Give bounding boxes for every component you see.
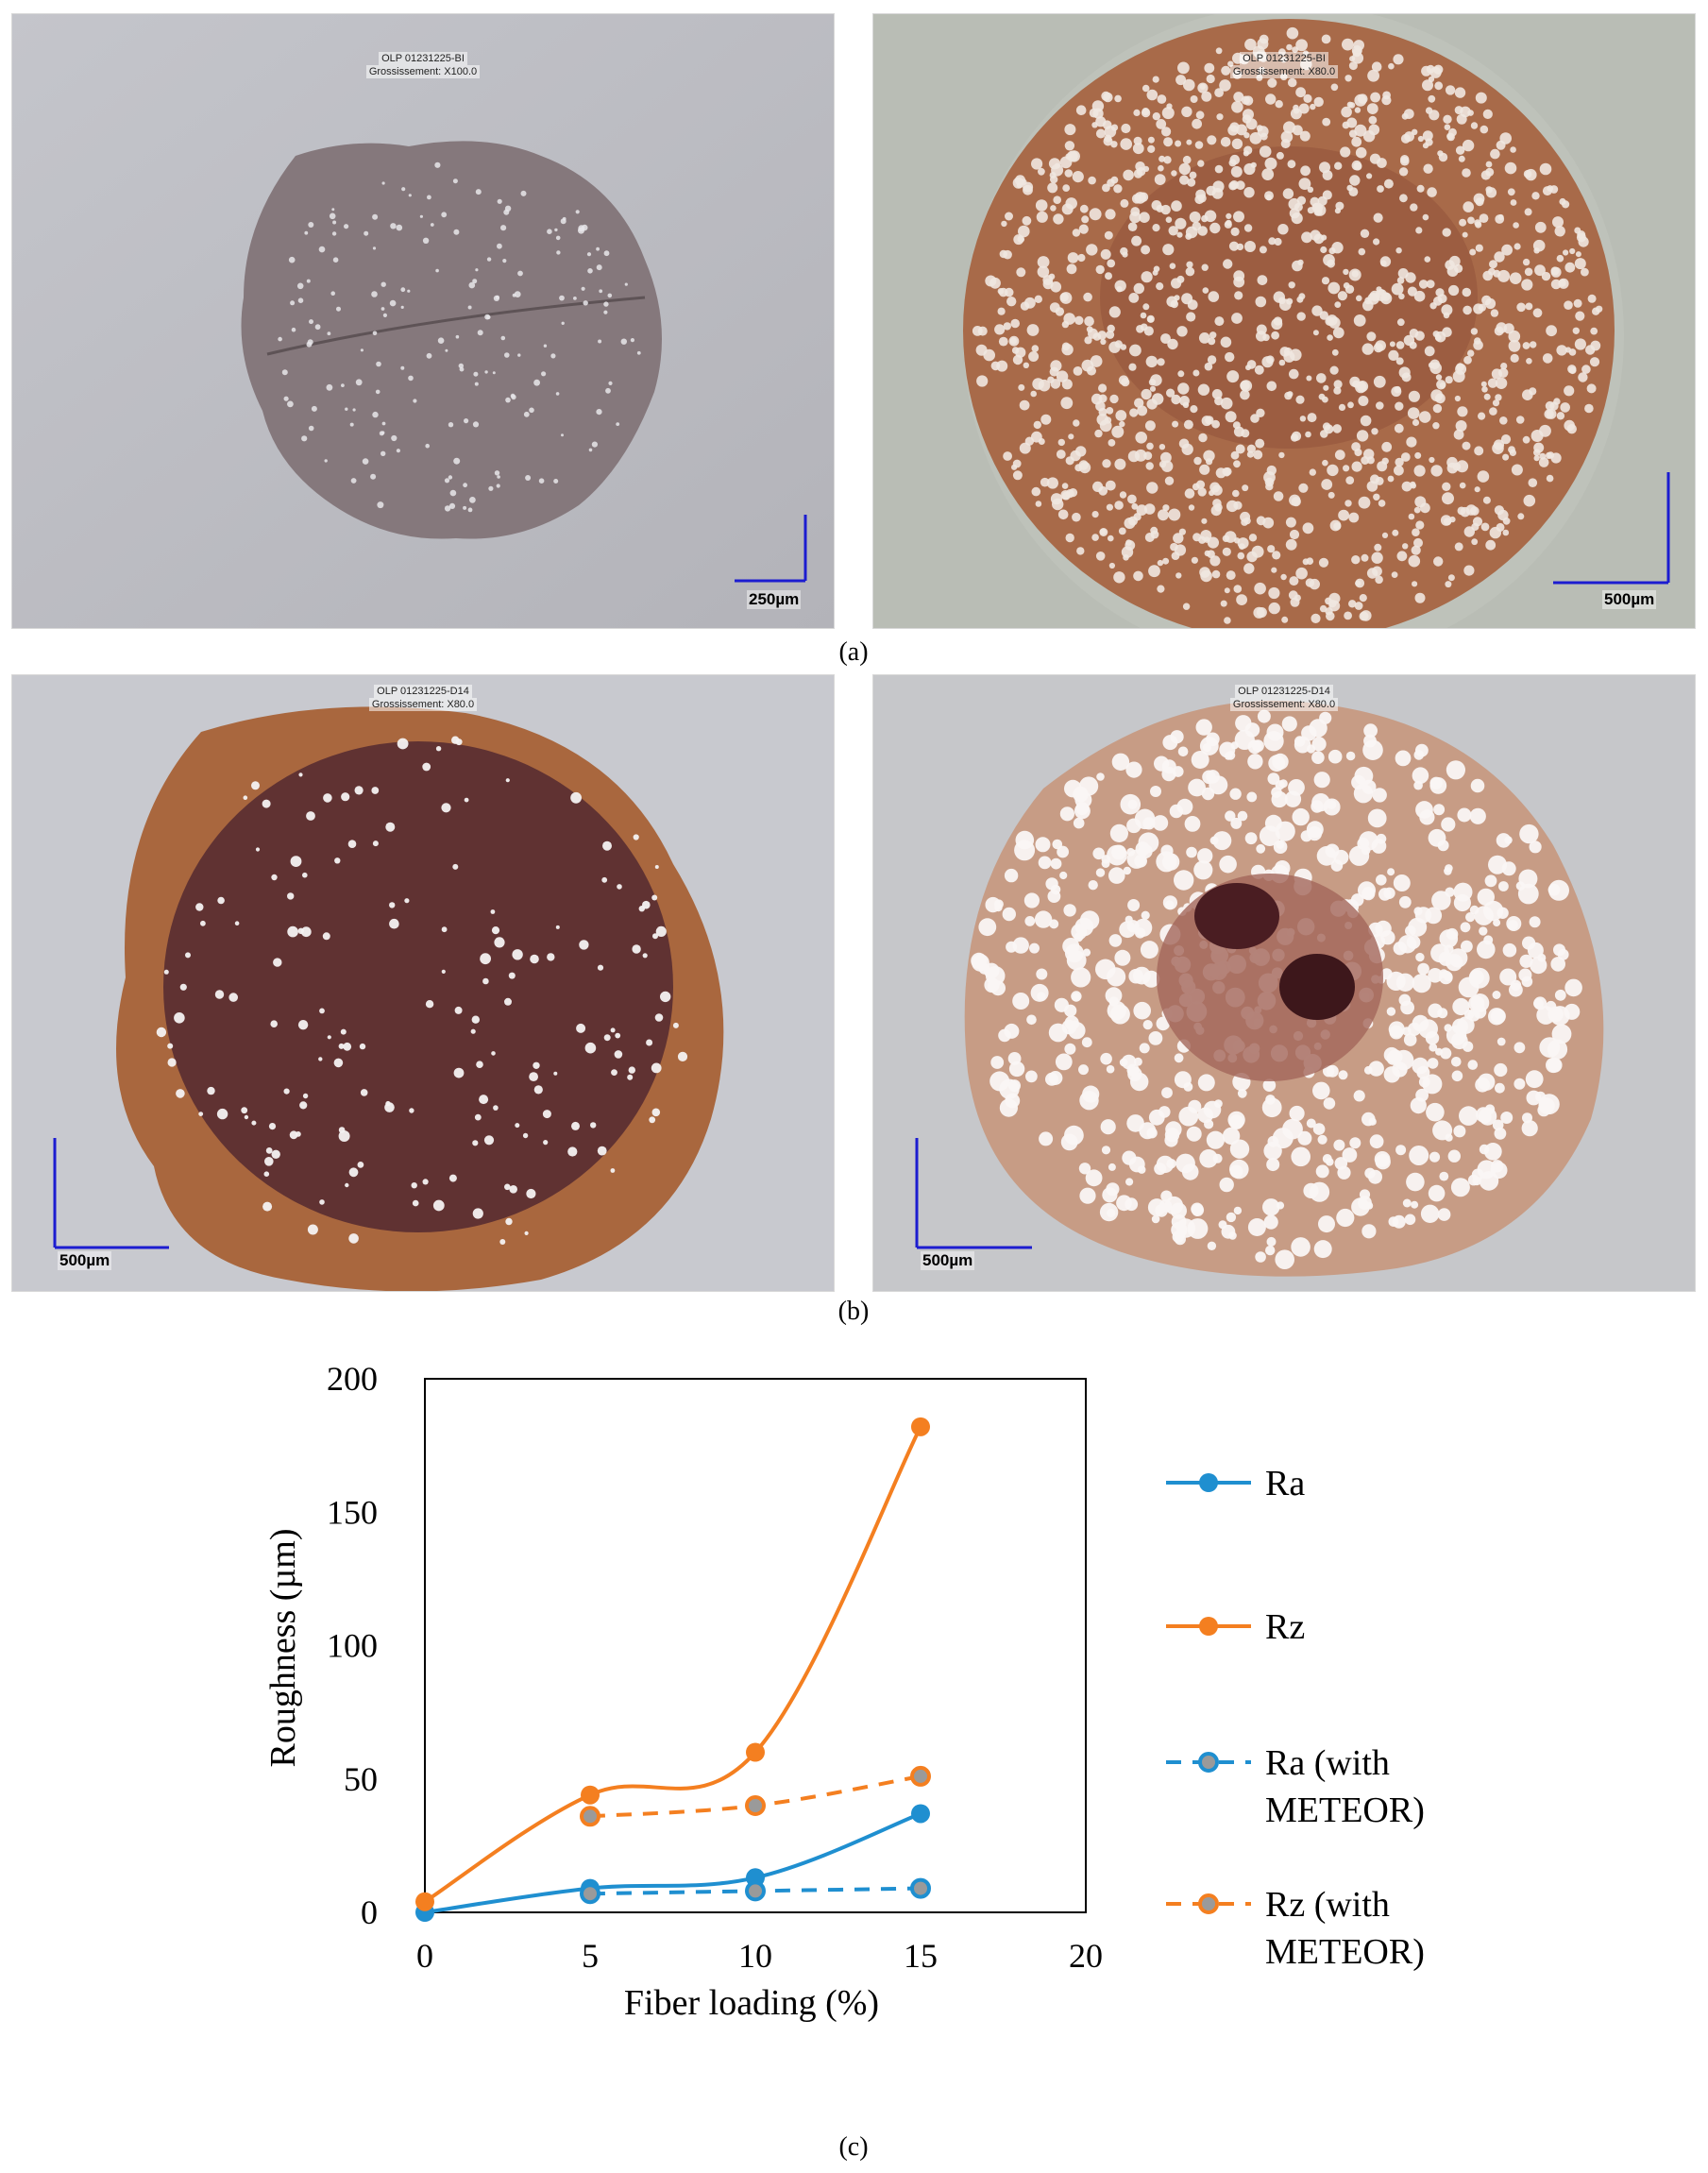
x-tick-label: 0 xyxy=(416,1937,433,1975)
x-tick-label: 15 xyxy=(904,1937,938,1975)
series-point-0 xyxy=(911,1804,930,1824)
x-tick-label: 10 xyxy=(738,1937,772,1975)
series-line-1 xyxy=(423,1425,922,1904)
micrograph-a-right-caption: OLP 01231225-BI Grossissement: X80.0 xyxy=(873,52,1695,78)
micrograph-b-right-caption: OLP 01231225-D14 Grossissement: X80.0 xyxy=(873,685,1695,711)
micrograph-b-left-caption: OLP 01231225-D14 Grossissement: X80.0 xyxy=(12,685,834,711)
series-point-2 xyxy=(745,1880,766,1902)
legend-marker-0 xyxy=(1199,1473,1218,1492)
caption-line1: OLP 01231225-BI xyxy=(379,52,467,65)
caption-line2: Grossissement: X80.0 xyxy=(1229,698,1339,711)
legend-label-2-line1: Ra (with xyxy=(1265,1743,1390,1783)
panel-label-b: (b) xyxy=(837,1297,870,1326)
micrograph-b-right: OLP 01231225-D14 Grossissement: X80.0 50… xyxy=(872,674,1696,1292)
series-point-1 xyxy=(911,1417,930,1436)
legend-label-3-line1: Rz (with xyxy=(1265,1885,1390,1925)
caption-line1: OLP 01231225-BI xyxy=(1240,52,1328,65)
caption-line1: OLP 01231225-D14 xyxy=(374,685,472,698)
legend-label-1: Rz xyxy=(1265,1607,1305,1647)
x-tick-label: 5 xyxy=(582,1937,599,1975)
x-axis-label: Fiber loading (%) xyxy=(624,1983,879,2023)
caption-line2: Grossissement: X100.0 xyxy=(365,65,481,78)
scale-bar-label: 250µm xyxy=(747,590,802,609)
micrograph-a-right-drawing xyxy=(873,14,1695,628)
scale-bar-label: 500µm xyxy=(58,1251,112,1270)
scale-bar-label: 500µm xyxy=(921,1251,975,1270)
y-tick-label: 0 xyxy=(361,1893,378,1931)
series-point-1 xyxy=(746,1742,765,1762)
legend-marker-3 xyxy=(1198,1893,1219,1914)
caption-line2: Grossissement: X80.0 xyxy=(368,698,478,711)
legend-label-0: Ra xyxy=(1265,1464,1305,1503)
y-tick-label: 150 xyxy=(327,1493,378,1531)
micrograph-b-left: OLP 01231225-D14 Grossissement: X80.0 50… xyxy=(11,674,835,1292)
legend-label-2-line2: METEOR) xyxy=(1265,1791,1425,1830)
plot-area-frame xyxy=(424,1378,1087,1913)
series-point-2 xyxy=(910,1877,931,1899)
series-point-3 xyxy=(910,1765,931,1787)
series-point-3 xyxy=(745,1795,766,1816)
series-point-1 xyxy=(415,1892,434,1911)
micrograph-b-right-drawing xyxy=(873,675,1695,1291)
micrograph-a-left: OLP 01231225-BI Grossissement: X100.0 25… xyxy=(11,13,835,629)
y-tick-label: 100 xyxy=(327,1627,378,1665)
legend-marker-2 xyxy=(1198,1752,1219,1773)
series-point-2 xyxy=(580,1883,600,1905)
series-point-1 xyxy=(581,1785,600,1805)
micrograph-b-left-drawing xyxy=(12,675,834,1291)
y-tick-label: 200 xyxy=(327,1360,378,1398)
y-tick-label: 50 xyxy=(344,1760,378,1798)
caption-line2: Grossissement: X80.0 xyxy=(1229,65,1339,78)
micrograph-a-left-drawing xyxy=(12,14,834,628)
panel-label-a: (a) xyxy=(838,637,869,667)
y-axis-label: Roughness (µm) xyxy=(263,1528,303,1767)
x-tick-label: 20 xyxy=(1069,1937,1103,1975)
legend-marker-1 xyxy=(1199,1617,1218,1636)
panel-label-c: (c) xyxy=(838,2132,869,2162)
series-line-0 xyxy=(424,1811,922,1914)
legend-label-3-line2: METEOR) xyxy=(1265,1932,1425,1972)
caption-line1: OLP 01231225-D14 xyxy=(1235,685,1333,698)
series-point-3 xyxy=(580,1806,600,1827)
scale-bar-label: 500µm xyxy=(1602,590,1657,609)
micrograph-a-right: OLP 01231225-BI Grossissement: X80.0 500… xyxy=(872,13,1696,629)
micrograph-a-left-caption: OLP 01231225-BI Grossissement: X100.0 xyxy=(12,52,834,78)
